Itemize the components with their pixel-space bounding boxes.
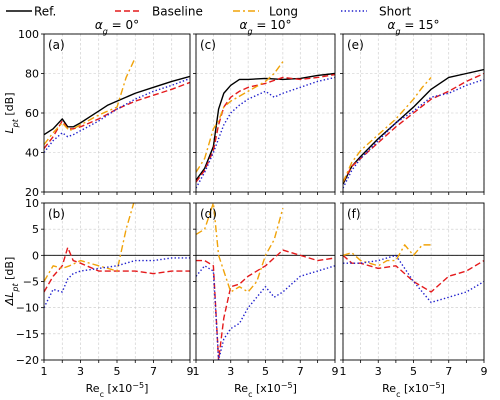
panel-f: 1 3 5 7 9 Rec [x10−5] (f) <box>340 202 488 399</box>
y-axis-label-top: Lpt [dB] <box>3 93 20 134</box>
x-axis-label: Rec [x10−5] <box>234 381 297 399</box>
y-tick-label: 20 <box>25 186 39 199</box>
x-tick-label: 1 <box>41 365 48 378</box>
x-tick-label: 3 <box>77 365 84 378</box>
series-line-long <box>44 203 135 282</box>
y-tick-label: 10 <box>25 197 39 210</box>
x-tick-label: 3 <box>375 365 382 378</box>
x-tick-label: 1 <box>193 365 200 378</box>
x-tick-label: 9 <box>187 365 194 378</box>
y-tick-label: 0 <box>32 249 39 262</box>
series-line-ref <box>44 75 190 136</box>
panel-d: 1 3 5 7 9 Rec [x10−5] (d) <box>193 202 339 399</box>
legend-item-short: Short <box>341 5 411 19</box>
column-title: αg = 10° <box>240 18 292 36</box>
x-tick-label: 9 <box>332 365 339 378</box>
series-line-ref <box>196 72 335 181</box>
panel-label: (c) <box>200 38 216 52</box>
panel-label: (b) <box>48 207 65 221</box>
y-tick-label: 5 <box>32 223 39 236</box>
y-tick-label: 80 <box>25 68 39 81</box>
x-axis-label: Rec [x10−5] <box>86 381 149 399</box>
legend-label: Long <box>269 5 298 19</box>
y-tick-label: 60 <box>25 107 39 120</box>
gridlines <box>342 202 485 361</box>
series-line-short <box>44 77 190 153</box>
series-line-short <box>343 254 484 304</box>
series-group <box>343 68 484 189</box>
gridlines <box>195 202 336 361</box>
x-tick-label: 7 <box>297 365 304 378</box>
series-group <box>343 244 484 304</box>
legend-label: Ref. <box>34 5 56 19</box>
y-tick-label: −20 <box>16 354 39 367</box>
x-tick-label: 9 <box>481 365 488 378</box>
legend-item-baseline: Baseline <box>115 5 203 19</box>
ticks <box>340 202 485 363</box>
legend-item-ref: Ref. <box>6 5 56 19</box>
x-tick-label: 3 <box>227 365 234 378</box>
column-title: αg = 0° <box>95 18 139 36</box>
legend-item-long: Long <box>233 5 298 19</box>
series-line-short <box>343 78 484 189</box>
legend: Ref. Baseline Long Short <box>6 5 411 19</box>
panel-label: (e) <box>347 38 364 52</box>
legend-label: Short <box>379 5 411 19</box>
x-tick-label: 5 <box>410 365 417 378</box>
panel-label: (d) <box>200 207 217 221</box>
y-tick-label: 100 <box>18 28 39 41</box>
panel-c: (c) αg = 10° <box>193 18 336 195</box>
column-title: αg = 15° <box>388 18 440 36</box>
series-group <box>196 203 335 360</box>
panel-label: (a) <box>48 38 65 52</box>
ticks <box>193 202 336 363</box>
series-line-short <box>196 265 335 360</box>
y-tick-label: −5 <box>23 276 39 289</box>
gridlines <box>43 33 191 193</box>
x-tick-label: 7 <box>150 365 157 378</box>
gridlines <box>195 33 336 193</box>
x-tick-label: 1 <box>340 365 347 378</box>
series-group <box>44 203 190 308</box>
legend-label: Baseline <box>152 5 203 19</box>
y-tick-label: 40 <box>25 147 39 160</box>
series-line-baseline <box>196 73 335 183</box>
x-axis-label: Rec [x10−5] <box>382 381 445 399</box>
x-tick-label: 5 <box>114 365 121 378</box>
y-tick-label: −10 <box>16 302 39 315</box>
series-line-long <box>196 61 284 173</box>
series-line-long <box>343 76 432 183</box>
series-line-long <box>196 203 284 293</box>
y-tick-label: −15 <box>16 328 39 341</box>
series-group <box>44 57 190 153</box>
y-axis-label-bottom: ΔLpt [dB] <box>3 257 20 306</box>
series-line-baseline <box>343 254 484 293</box>
panel-label: (f) <box>347 207 361 221</box>
series-line-long <box>44 57 136 146</box>
panel-e: (e) αg = 15° <box>340 18 485 195</box>
series-line-short <box>44 257 190 308</box>
series-line-long <box>343 244 432 267</box>
x-tick-label: 7 <box>445 365 452 378</box>
series-line-baseline <box>196 249 335 360</box>
ticks <box>340 33 485 195</box>
gridlines <box>43 202 191 361</box>
series-line-ref <box>343 68 484 185</box>
x-tick-label: 5 <box>262 365 269 378</box>
panel-b: −20 −15 −10 −5 0 5 10 1 3 5 7 9 Rec [x10−5] (b) <box>16 197 194 399</box>
series-line-short <box>196 76 335 189</box>
series-group <box>196 61 335 189</box>
ticks <box>193 33 336 195</box>
ticks <box>41 202 191 363</box>
ticks <box>41 33 191 195</box>
panel-a: 20 40 60 80 100 (a) αg = 0° <box>18 18 191 199</box>
